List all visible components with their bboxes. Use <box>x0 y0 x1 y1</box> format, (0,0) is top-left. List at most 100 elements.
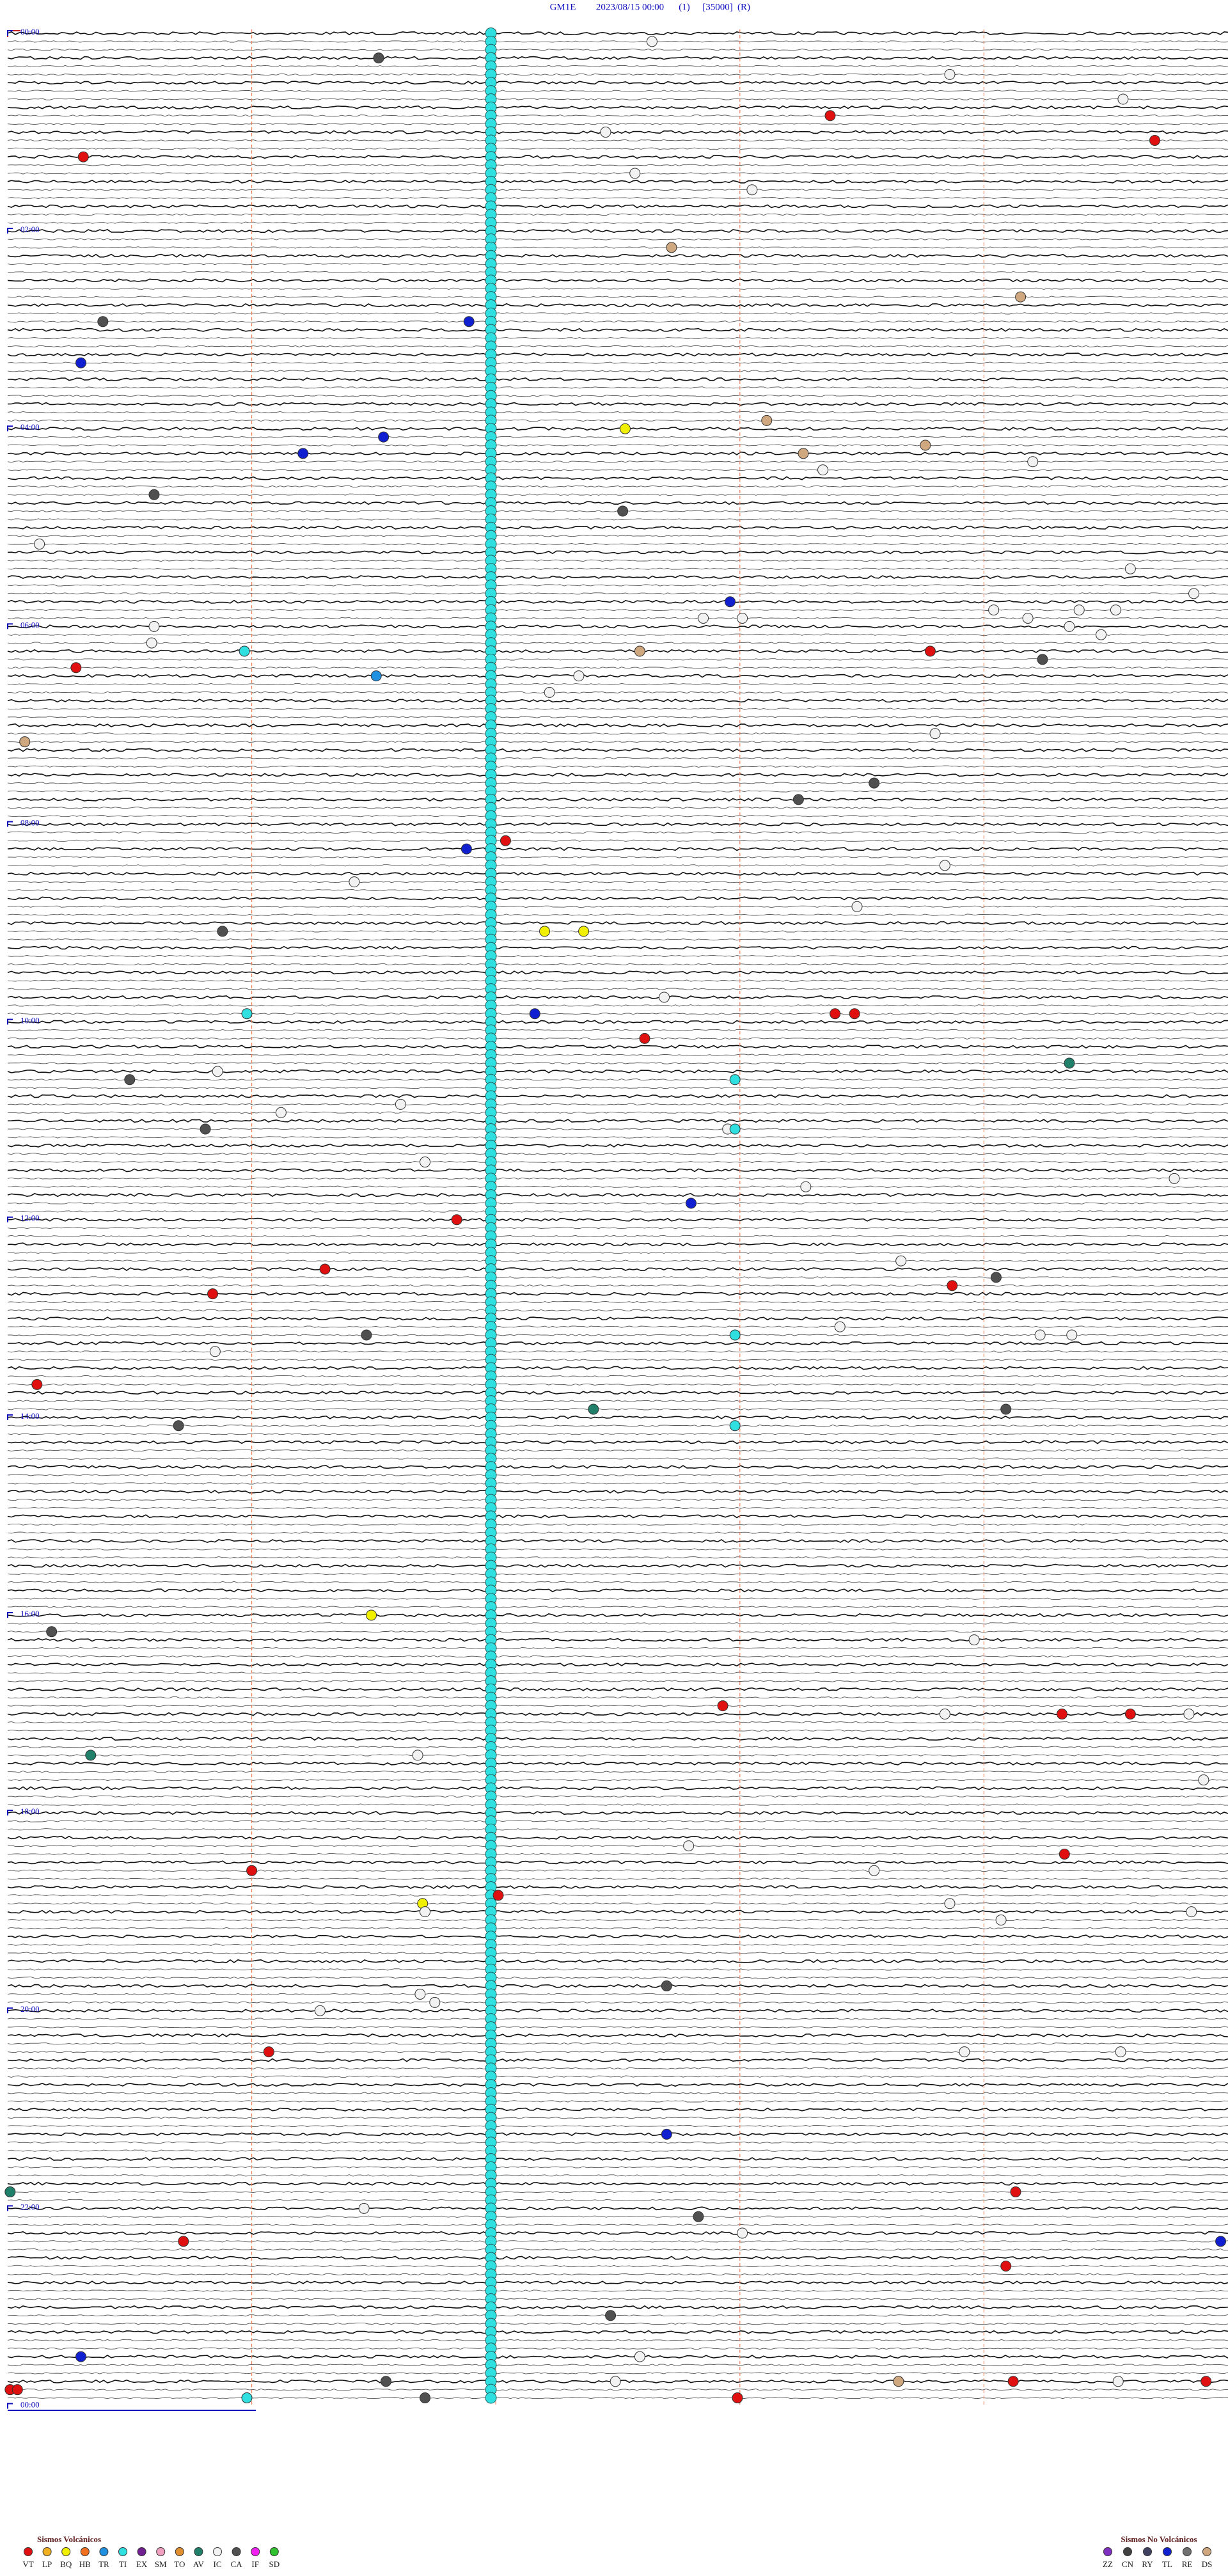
hour-marker <box>7 1810 13 1816</box>
event <box>698 612 709 624</box>
event <box>207 1288 219 1300</box>
event <box>1215 2236 1227 2247</box>
trace-line <box>7 196 1228 200</box>
legend-marker <box>99 2547 109 2556</box>
trace-line <box>7 1746 1228 1748</box>
trace-line <box>7 1425 1228 1427</box>
trace-line <box>7 164 1228 166</box>
trace-line <box>7 377 1228 381</box>
event <box>619 423 631 434</box>
hour-marker <box>7 821 13 827</box>
trace-line <box>7 1210 1228 1213</box>
event <box>732 2392 743 2404</box>
event <box>361 1329 372 1341</box>
trace-line <box>7 1498 1228 1501</box>
trace-line <box>7 229 1228 233</box>
event <box>373 52 384 64</box>
trace-line <box>7 2001 1228 2003</box>
legend-marker <box>42 2547 52 2556</box>
trace-line <box>7 1795 1228 1798</box>
trace-line <box>7 667 1228 669</box>
trace-line <box>7 831 1228 834</box>
event <box>31 1379 43 1390</box>
event <box>75 2351 86 2362</box>
trace-line <box>7 1020 1228 1024</box>
trace-line <box>7 1111 1228 1114</box>
trace-line <box>7 1079 1228 1081</box>
event <box>817 464 829 476</box>
trace-line <box>7 2092 1228 2094</box>
trace-line <box>7 1754 1228 1757</box>
legend-marker <box>1183 2547 1192 2556</box>
event <box>988 604 1000 616</box>
station: GM1E <box>550 2 576 12</box>
trace-line <box>7 1193 1228 1197</box>
trace-line <box>7 2231 1228 2235</box>
event <box>319 1263 331 1275</box>
trace-line <box>7 807 1228 809</box>
event <box>77 151 89 162</box>
trace-line <box>7 65 1228 68</box>
trace-line <box>7 790 1228 793</box>
trace-line <box>8 624 1228 629</box>
trace-line <box>7 1548 1228 1551</box>
trace-line <box>7 782 1228 784</box>
trace-line <box>7 411 1228 414</box>
trace-line <box>7 436 1228 438</box>
trace-line <box>7 1029 1228 1032</box>
trace-line <box>7 642 1228 644</box>
trace-line <box>7 352 1228 357</box>
trace-line <box>7 2117 1228 2119</box>
trace-line <box>7 608 1228 612</box>
trace-line <box>7 2199 1228 2202</box>
event <box>578 926 590 937</box>
event <box>75 357 86 368</box>
trace-line <box>7 493 1228 496</box>
trace-line <box>7 1103 1228 1106</box>
trace-line <box>7 1408 1228 1410</box>
trace-line <box>7 658 1228 661</box>
trace-line <box>7 748 1228 752</box>
trace-line <box>7 2314 1228 2317</box>
event <box>460 843 472 855</box>
trace-line <box>7 683 1228 686</box>
trace-line <box>7 716 1228 718</box>
event <box>944 68 956 80</box>
trace-line <box>7 2396 1228 2399</box>
trace-line <box>7 287 1228 290</box>
trace-line <box>7 2248 1228 2251</box>
legend-marker <box>175 2547 184 2556</box>
event <box>959 2046 970 2058</box>
event <box>529 1008 540 1020</box>
trace-line <box>7 1761 1228 1766</box>
event <box>492 1890 504 1901</box>
trace-line <box>7 1696 1228 1699</box>
event <box>995 1915 1007 1926</box>
legend-label: HB <box>79 2559 91 2569</box>
trace-line <box>7 1810 1228 1815</box>
trace-line <box>7 584 1228 587</box>
trace-line <box>7 1242 1228 1247</box>
legend-marker <box>194 2547 203 2556</box>
trace-line <box>7 1062 1228 1064</box>
event <box>1188 588 1200 599</box>
event <box>85 1750 97 1761</box>
event <box>1034 1329 1046 1341</box>
legend-label: IC <box>214 2559 222 2569</box>
trace-line <box>8 1952 1228 1954</box>
trace-line <box>7 707 1228 710</box>
legend-label: RE <box>1182 2559 1193 2569</box>
event <box>148 620 160 632</box>
event <box>924 645 936 657</box>
trace-line <box>7 1202 1228 1205</box>
trace-line <box>7 2181 1228 2186</box>
event <box>463 316 475 328</box>
hour-label: 12:00 <box>20 1213 40 1223</box>
trace-line <box>7 1160 1228 1164</box>
trace-line <box>7 328 1228 332</box>
trace-line <box>7 1968 1228 1971</box>
event <box>297 448 309 459</box>
trace-line <box>7 2156 1228 2161</box>
legend-label: CN <box>1122 2559 1134 2569</box>
